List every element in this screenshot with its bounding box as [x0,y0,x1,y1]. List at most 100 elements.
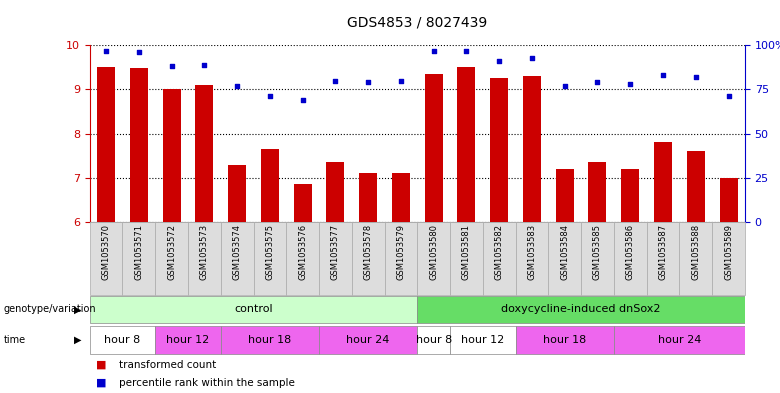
Bar [712,222,745,295]
Bar [686,151,705,222]
Bar [122,222,155,295]
Bar [90,222,122,295]
Point [296,97,309,103]
Bar [548,222,581,295]
Point [558,83,571,89]
Text: GSM1053578: GSM1053578 [363,224,373,280]
Bar [286,222,319,295]
Text: GSM1053570: GSM1053570 [101,224,111,280]
Bar [352,222,385,295]
Bar [588,162,607,222]
Text: GSM1053581: GSM1053581 [462,224,471,280]
Point [722,93,735,99]
Point [657,72,669,78]
Bar [614,326,745,354]
Bar [417,326,450,354]
Bar [516,222,548,295]
Point [690,74,702,80]
Bar [621,169,640,222]
Point [493,58,505,64]
Text: GSM1053589: GSM1053589 [724,224,733,280]
Bar [254,222,286,295]
Text: GSM1053574: GSM1053574 [232,224,242,280]
Point [624,81,636,87]
Text: GSM1053583: GSM1053583 [527,224,537,280]
Bar [483,222,516,295]
Point [100,47,112,53]
Point [329,77,342,84]
Text: hour 8: hour 8 [105,335,140,345]
Text: control: control [234,305,273,314]
Bar [654,142,672,222]
Text: hour 24: hour 24 [658,335,701,345]
Text: GSM1053585: GSM1053585 [593,224,602,280]
Text: hour 18: hour 18 [543,335,587,345]
Bar [385,222,417,295]
Text: GSM1053588: GSM1053588 [691,224,700,280]
Text: ■: ■ [96,378,107,388]
Text: ▶: ▶ [74,305,82,314]
Bar [326,162,345,222]
Bar [162,90,181,222]
Text: percentile rank within the sample: percentile rank within the sample [119,378,295,388]
Bar [490,78,509,222]
Text: transformed count: transformed count [119,360,216,370]
Bar [155,222,188,295]
Text: GSM1053572: GSM1053572 [167,224,176,280]
Bar [516,326,614,354]
Text: time: time [4,335,26,345]
Point [591,79,604,85]
Bar [450,222,483,295]
Bar [719,178,738,222]
Text: GSM1053587: GSM1053587 [658,224,668,280]
Point [264,93,276,99]
Text: hour 24: hour 24 [346,335,390,345]
Point [165,63,178,70]
Text: hour 8: hour 8 [416,335,452,345]
Bar [90,296,417,323]
Bar [417,222,450,295]
Text: GSM1053579: GSM1053579 [396,224,406,280]
Text: doxycycline-induced dnSox2: doxycycline-induced dnSox2 [502,305,661,314]
Bar [155,326,221,354]
Text: genotype/variation: genotype/variation [4,305,97,314]
Text: GSM1053586: GSM1053586 [626,224,635,280]
Bar [97,67,115,222]
Bar [221,222,254,295]
Bar [195,85,214,222]
Text: GSM1053576: GSM1053576 [298,224,307,280]
Text: hour 12: hour 12 [166,335,210,345]
Bar [523,76,541,222]
Bar [221,326,319,354]
Text: GSM1053584: GSM1053584 [560,224,569,280]
Text: ▶: ▶ [74,335,82,345]
Text: GSM1053580: GSM1053580 [429,224,438,280]
Bar [319,326,417,354]
Bar [457,67,476,222]
Point [231,83,243,89]
Bar [188,222,221,295]
Text: GDS4853 / 8027439: GDS4853 / 8027439 [347,16,488,30]
Bar [679,222,712,295]
Bar [228,165,246,222]
Point [395,77,407,84]
Point [198,61,211,68]
Bar [319,222,352,295]
Bar [90,326,155,354]
Bar [581,222,614,295]
Text: GSM1053571: GSM1053571 [134,224,144,280]
Bar [359,173,378,222]
Point [133,49,145,55]
Bar [424,74,443,222]
Text: hour 12: hour 12 [461,335,505,345]
Bar [417,296,745,323]
Text: GSM1053573: GSM1053573 [200,224,209,280]
Bar [647,222,679,295]
Bar [293,184,312,222]
Bar [392,173,410,222]
Point [526,54,538,61]
Bar [614,222,647,295]
Point [427,47,440,53]
Bar [450,326,516,354]
Point [460,47,473,53]
